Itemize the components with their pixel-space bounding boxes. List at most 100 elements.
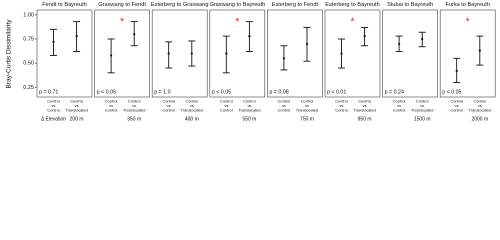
p-value: p = 1.0 bbox=[154, 89, 170, 95]
x-tick-label: vs bbox=[190, 103, 194, 108]
mean-point bbox=[248, 35, 251, 38]
p-value: p < 0.05 bbox=[212, 89, 231, 95]
elevation-label: 2000 m bbox=[471, 116, 488, 122]
x-tick-label: Control bbox=[70, 99, 83, 104]
y-tick-label: 0.75 bbox=[23, 36, 34, 42]
x-tick-label: vs bbox=[340, 103, 344, 108]
elevation-label: 750 m bbox=[300, 116, 314, 122]
x-tick-label: Control bbox=[47, 99, 60, 104]
x-tick-label: Control bbox=[393, 108, 406, 113]
mean-point bbox=[363, 35, 366, 38]
x-tick-label: Translocated bbox=[469, 108, 491, 113]
x-tick-label: vs bbox=[282, 103, 286, 108]
panel-frame bbox=[439, 9, 496, 98]
x-tick-label: Control bbox=[393, 99, 406, 104]
x-tick-label: Translocated bbox=[353, 108, 375, 113]
elevation-label: 1500 m bbox=[414, 116, 431, 122]
panel-title: Fendt to Bayreuth bbox=[42, 2, 86, 8]
x-tick-label: Control bbox=[128, 99, 141, 104]
x-tick-label: vs bbox=[52, 103, 56, 108]
significance-marker: * bbox=[466, 16, 471, 28]
mean-point bbox=[282, 57, 285, 60]
mean-point bbox=[478, 49, 481, 52]
panel-title: Graswang to Bayreuth bbox=[209, 2, 265, 8]
x-tick-label: Control bbox=[47, 108, 60, 113]
panel-frame bbox=[267, 9, 323, 98]
p-value: p = 0.24 bbox=[385, 89, 404, 95]
panel-title: Esterberg to Bayreuth bbox=[325, 2, 379, 8]
elevation-label: 400 m bbox=[185, 116, 199, 122]
x-tick-label: Translocated bbox=[65, 108, 87, 113]
panel-title: Furka to Bayreuth bbox=[445, 2, 489, 8]
x-tick-label: vs bbox=[305, 103, 309, 108]
panel-frame bbox=[36, 9, 93, 98]
chart: Bray-Curtis Dissimilarity 0.25 0.50 0.75 1.… bbox=[6, 2, 496, 122]
x-axis-label: Δ Elevation bbox=[41, 116, 66, 122]
x-tick-label: vs bbox=[455, 103, 459, 108]
elevation-label: 350 m bbox=[127, 116, 141, 122]
mean-point bbox=[133, 33, 136, 36]
x-tick-label: Control bbox=[278, 108, 291, 113]
x-tick-label: Translocated bbox=[296, 108, 318, 113]
y-tick-label: 0.50 bbox=[23, 61, 34, 67]
x-tick-label: Translocated bbox=[411, 108, 433, 113]
x-tick-label: Control bbox=[162, 99, 175, 104]
elevation-label: 950 m bbox=[358, 116, 372, 122]
mean-point bbox=[421, 37, 424, 41]
x-tick-label: vs bbox=[397, 103, 401, 108]
panel-frame bbox=[94, 9, 150, 98]
y-axis-label: Bray-Curtis Dissimilarity bbox=[6, 19, 13, 89]
x-tick-label: vs bbox=[363, 103, 367, 108]
mean-point bbox=[110, 54, 113, 57]
x-tick-label: Translocated bbox=[181, 108, 203, 113]
x-tick-label: Control bbox=[474, 99, 487, 104]
x-tick-label: Control bbox=[278, 99, 291, 104]
elevation-label: 200 m bbox=[70, 116, 84, 122]
panel-frame bbox=[382, 9, 438, 98]
x-tick-label: Control bbox=[301, 99, 314, 104]
x-tick-label: Control bbox=[105, 108, 118, 113]
x-tick-label: Control bbox=[220, 99, 233, 104]
p-value: p < 0.05 bbox=[97, 89, 116, 95]
x-tick-label: vs bbox=[478, 103, 482, 108]
panel-frame bbox=[151, 9, 208, 98]
panel-title: Esterberg to Graswang bbox=[151, 2, 209, 8]
x-tick-label: Control bbox=[162, 108, 175, 113]
elevation-label: 550 m bbox=[242, 116, 256, 122]
x-tick-label: vs bbox=[109, 103, 113, 108]
x-tick-label: Control bbox=[335, 99, 348, 104]
x-tick-label: Control bbox=[243, 99, 256, 104]
x-tick-label: Control bbox=[105, 99, 118, 104]
panel-title: Graswang to Fendt bbox=[98, 2, 146, 8]
y-tick-label: 1.00 bbox=[23, 12, 34, 18]
panel-frame bbox=[324, 9, 381, 98]
p-value: p < 0.05 bbox=[442, 89, 461, 95]
panel-title: Stubai to Bayreuth bbox=[387, 2, 433, 8]
x-tick-label: Translocated bbox=[123, 108, 145, 113]
mean-point bbox=[305, 42, 309, 45]
x-tick-label: Control bbox=[416, 99, 429, 104]
x-tick-label: vs bbox=[247, 103, 251, 108]
mean-point bbox=[167, 52, 170, 55]
x-tick-label: Control bbox=[450, 108, 463, 113]
x-tick-label: Control bbox=[358, 99, 371, 104]
x-tick-label: vs bbox=[420, 103, 424, 108]
x-tick-label: Control bbox=[450, 99, 463, 104]
mean-point bbox=[225, 52, 228, 55]
x-tick-label: Control bbox=[220, 108, 233, 113]
mean-point bbox=[455, 69, 458, 72]
mean-point bbox=[52, 40, 55, 44]
p-value: p = 0.08 bbox=[269, 89, 288, 95]
p-value: p < 0.01 bbox=[327, 89, 346, 95]
significance-marker: * bbox=[350, 16, 355, 28]
x-tick-label: vs bbox=[75, 103, 79, 108]
mean-point bbox=[75, 35, 78, 38]
y-tick-label: 0.25 bbox=[23, 85, 34, 91]
significance-marker: * bbox=[235, 16, 240, 28]
x-tick-label: vs bbox=[167, 103, 171, 108]
mean-point bbox=[398, 42, 401, 45]
panel-title: Esterberg to Fendt bbox=[272, 2, 319, 8]
significance-marker: * bbox=[120, 16, 125, 28]
x-tick-label: vs bbox=[132, 103, 136, 108]
mean-point bbox=[190, 52, 193, 55]
